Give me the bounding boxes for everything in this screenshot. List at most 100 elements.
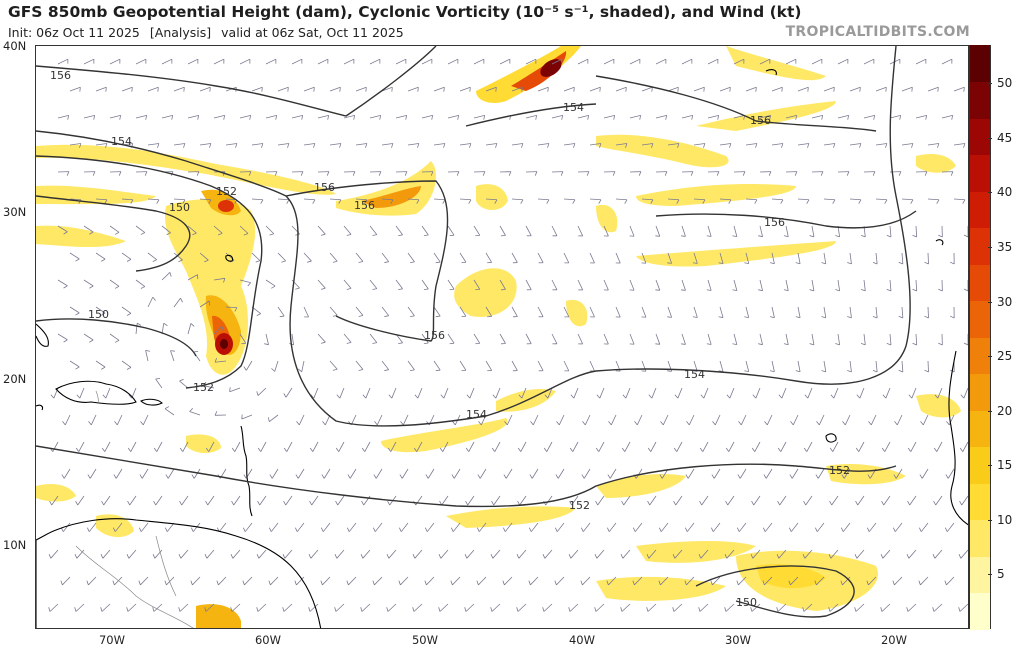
wind-barb	[395, 279, 403, 290]
brand-watermark[interactable]: TROPICALTIDBITS.COM	[785, 24, 970, 40]
init-time: Init: 06z Oct 11 2025	[8, 25, 140, 40]
wind-barb	[492, 387, 501, 399]
wind-barb	[477, 468, 487, 479]
wind-barb	[256, 549, 267, 559]
vorticity-area	[596, 576, 726, 601]
wind-barb	[737, 468, 747, 479]
wind-barb	[126, 549, 137, 559]
wind-barb	[821, 306, 827, 319]
wind-barb	[190, 522, 201, 532]
wind-barb	[658, 576, 669, 586]
wind-barb	[69, 306, 80, 316]
wind-barb	[594, 549, 605, 559]
wind-barb	[239, 225, 249, 236]
wind-barb	[667, 360, 673, 372]
wind-barb	[528, 576, 539, 586]
wind-barb	[692, 252, 698, 264]
wind-barb	[629, 279, 635, 291]
wind-barb	[595, 495, 605, 506]
wind-barb	[893, 468, 903, 479]
wind-barb	[101, 495, 111, 506]
wind-barb	[525, 114, 538, 120]
lon-label-30w: 30W	[724, 633, 752, 647]
wind-barb	[459, 360, 467, 372]
wind-barb	[57, 114, 70, 120]
wind-barb	[577, 58, 589, 65]
border-line	[155, 535, 177, 597]
contour-label: 152	[569, 499, 590, 512]
lat-label-20n: 20N	[3, 372, 27, 386]
wind-barb	[686, 414, 695, 426]
colorbar-segment	[970, 191, 990, 228]
wind-barb	[906, 549, 917, 559]
wind-barb	[769, 252, 775, 265]
colorbar-tick	[988, 465, 992, 467]
wind-barb	[95, 252, 106, 262]
wind-barb	[282, 549, 293, 559]
wind-barb	[113, 468, 123, 479]
wind-barb	[473, 333, 481, 345]
colorbar-segment	[970, 81, 990, 119]
wind-barb	[511, 306, 518, 318]
wind-barb	[347, 468, 357, 479]
wind-barb	[438, 603, 449, 612]
wind-barb	[732, 279, 738, 292]
wind-barb	[706, 279, 712, 291]
wind-barb	[225, 306, 238, 312]
wind-barb	[83, 58, 95, 65]
wind-barb	[901, 143, 914, 148]
wind-barb	[473, 225, 481, 237]
wind-barb	[109, 171, 122, 176]
wind-barbs	[48, 58, 968, 612]
wind-barb	[736, 522, 747, 532]
wind-barb	[789, 468, 799, 479]
wind-barb	[551, 333, 558, 345]
wind-barb	[932, 549, 943, 559]
wind-barb	[804, 387, 813, 399]
wind-barb	[265, 279, 276, 289]
wind-barb	[424, 522, 435, 532]
wind-barb	[953, 86, 965, 92]
wind-barb	[681, 225, 686, 237]
wind-barb	[860, 333, 866, 346]
wind-barb	[75, 495, 85, 506]
vorticity-area	[596, 134, 729, 168]
wind-barb	[147, 86, 159, 92]
lon-label-20w: 20W	[880, 633, 908, 647]
wind-barb	[178, 603, 189, 612]
wind-barb	[963, 279, 968, 292]
wind-barb	[189, 408, 201, 416]
wind-barb	[811, 58, 823, 65]
wind-barb	[551, 171, 564, 176]
wind-barb	[213, 325, 224, 335]
wind-barb	[216, 522, 227, 532]
wind-barb	[771, 143, 784, 148]
wind-barb	[945, 468, 955, 479]
wind-barb	[265, 171, 278, 176]
wind-barb	[543, 441, 553, 452]
wind-barb	[842, 414, 851, 426]
colorbar-segment	[970, 118, 990, 155]
wind-barb	[490, 549, 501, 559]
wind-barb	[732, 333, 738, 346]
wind-barb	[603, 58, 615, 65]
wind-barb	[872, 306, 878, 319]
colorbar-segment	[970, 300, 990, 338]
wind-barb	[161, 322, 168, 335]
wind-barb	[320, 576, 331, 586]
wind-barb	[109, 58, 121, 65]
wind-barb	[814, 522, 825, 532]
wind-barb	[840, 522, 851, 532]
wind-barb	[751, 441, 761, 452]
wind-barb	[797, 86, 809, 92]
wind-barb	[934, 387, 943, 399]
wind-barb	[577, 171, 590, 176]
wind-barb	[48, 603, 59, 612]
wind-barb	[783, 333, 789, 346]
wind-barb	[277, 143, 290, 148]
wind-barb	[303, 252, 312, 263]
wind-barb	[465, 495, 475, 506]
wind-barb	[577, 114, 590, 120]
wind-barb	[647, 495, 657, 506]
lon-label-60w: 60W	[254, 633, 282, 647]
